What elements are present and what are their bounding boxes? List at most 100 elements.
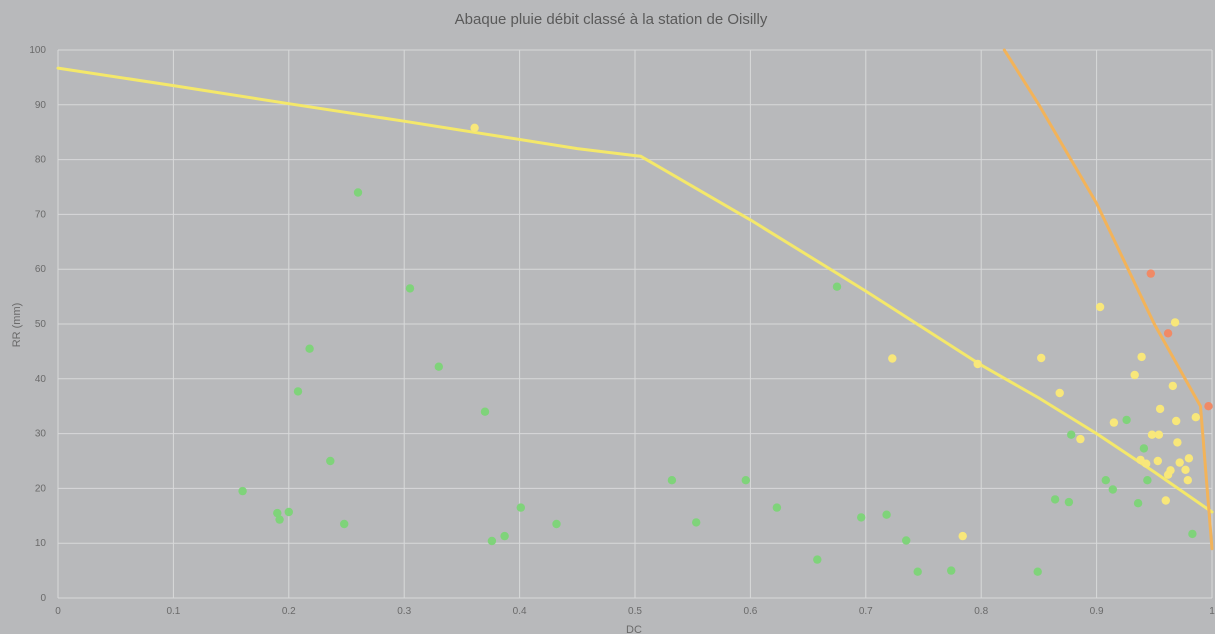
y-tick-label: 50	[35, 319, 47, 330]
x-tick-label: 0	[55, 606, 61, 617]
x-tick-label: 0.1	[166, 606, 180, 617]
data-point-series-2	[1175, 458, 1184, 467]
data-point-series-2	[1172, 416, 1181, 426]
data-point-series-1	[516, 503, 525, 512]
data-point-series-2	[1137, 352, 1146, 362]
data-point-series-1	[772, 503, 782, 512]
data-point-series-1	[741, 476, 750, 485]
data-point-series-1	[913, 567, 922, 576]
data-point-series-1	[1101, 476, 1111, 485]
x-tick-label: 0.4	[513, 606, 527, 617]
x-axis-ticks: 0 0.1 0.2 0.3 0.4 0.5 0.6 0.7 0.8 0.9 1	[55, 606, 1215, 617]
data-point-series-1	[1139, 444, 1149, 453]
data-point-series-2	[1181, 465, 1190, 474]
y-tick-label: 10	[35, 538, 47, 549]
x-axis-label: DC	[626, 624, 642, 634]
data-point-series-1	[326, 456, 335, 466]
data-point-series-1	[275, 515, 284, 524]
data-point-series-2	[1173, 438, 1182, 447]
data-point-series-1	[667, 476, 677, 485]
data-point-series-2	[888, 354, 897, 363]
data-point-series-2	[1154, 430, 1164, 439]
data-point-series-2	[1191, 413, 1201, 422]
y-tick-label: 30	[35, 429, 47, 440]
data-point-series-1	[1188, 529, 1197, 539]
threshold-line-2	[1002, 48, 1214, 551]
data-point-series-2	[1153, 456, 1163, 466]
y-tick-label: 40	[35, 374, 47, 385]
data-point-series-2	[1147, 430, 1157, 439]
data-point-series-3	[1163, 329, 1173, 338]
y-axis-label: RR (mm)	[11, 303, 23, 348]
data-point-series-1	[273, 508, 282, 518]
y-tick-label: 80	[35, 155, 47, 166]
data-point-series-1	[1108, 485, 1118, 494]
x-tick-label: 0.6	[743, 606, 757, 617]
data-point-series-1	[284, 507, 293, 517]
data-point-series-2	[1142, 459, 1151, 468]
data-point-series-1	[1033, 567, 1042, 576]
data-point-series-1	[405, 284, 415, 293]
data-points	[238, 123, 1213, 576]
data-point-series-2	[1155, 404, 1165, 414]
data-point-series-1	[1064, 497, 1074, 507]
data-point-series-1	[552, 519, 561, 529]
x-tick-label: 0.8	[974, 606, 988, 617]
data-point-series-1	[857, 513, 866, 522]
y-tick-label: 0	[40, 593, 46, 604]
y-tick-label: 90	[35, 100, 47, 111]
data-point-series-2	[1184, 454, 1194, 463]
data-point-series-1	[1050, 495, 1060, 504]
data-point-series-1	[434, 362, 443, 371]
data-point-series-2	[1161, 496, 1171, 505]
threshold-lines	[56, 48, 1214, 551]
data-point-series-2	[1037, 353, 1046, 363]
data-point-series-1	[500, 531, 509, 541]
data-point-series-2	[1170, 318, 1180, 327]
data-point-series-1	[480, 407, 490, 416]
data-point-series-1	[1143, 476, 1152, 485]
data-point-series-1	[947, 566, 956, 575]
data-point-series-2	[1076, 434, 1085, 444]
data-point-series-1	[340, 519, 349, 529]
data-point-series-1	[902, 536, 911, 545]
data-point-series-1	[305, 344, 314, 353]
data-point-series-1	[882, 510, 891, 519]
data-point-series-2	[973, 359, 982, 369]
chart-title: Abaque pluie débit classé à la station d…	[455, 11, 768, 28]
data-point-series-3	[1146, 269, 1156, 278]
data-point-series-2	[1095, 302, 1105, 312]
data-point-series-1	[1122, 415, 1131, 425]
data-point-series-2	[1168, 381, 1178, 391]
data-point-series-2	[1130, 370, 1139, 380]
data-point-series-1	[813, 555, 822, 564]
data-point-series-1	[692, 518, 701, 527]
x-tick-label: 0.5	[628, 606, 642, 617]
x-tick-label: 0.7	[859, 606, 873, 617]
x-tick-label: 0.3	[397, 606, 411, 617]
data-point-series-2	[1109, 418, 1119, 427]
data-point-series-1	[1067, 430, 1076, 439]
y-axis-ticks: 0 10 20 30 40 50 60 70 80 90 100	[29, 45, 46, 604]
x-tick-label: 0.9	[1090, 606, 1104, 617]
data-point-series-1	[353, 188, 363, 197]
data-point-series-2	[958, 531, 967, 541]
gridlines	[57, 49, 1213, 599]
data-point-series-2	[470, 123, 479, 132]
data-point-series-2	[1183, 476, 1193, 485]
y-tick-label: 20	[35, 483, 47, 494]
x-tick-label: 0.2	[282, 606, 296, 617]
y-tick-label: 70	[35, 209, 47, 220]
data-point-series-1	[238, 486, 247, 496]
x-tick-label: 1	[1209, 606, 1215, 617]
data-point-series-1	[293, 387, 303, 396]
y-tick-label: 60	[35, 264, 47, 275]
data-point-series-1	[1133, 499, 1143, 508]
data-point-series-1	[832, 282, 842, 291]
data-point-series-2	[1166, 466, 1175, 475]
data-point-series-3	[1204, 402, 1213, 411]
threshold-line-1	[56, 66, 1214, 514]
data-point-series-2	[1055, 388, 1064, 398]
y-tick-label: 100	[29, 45, 46, 56]
